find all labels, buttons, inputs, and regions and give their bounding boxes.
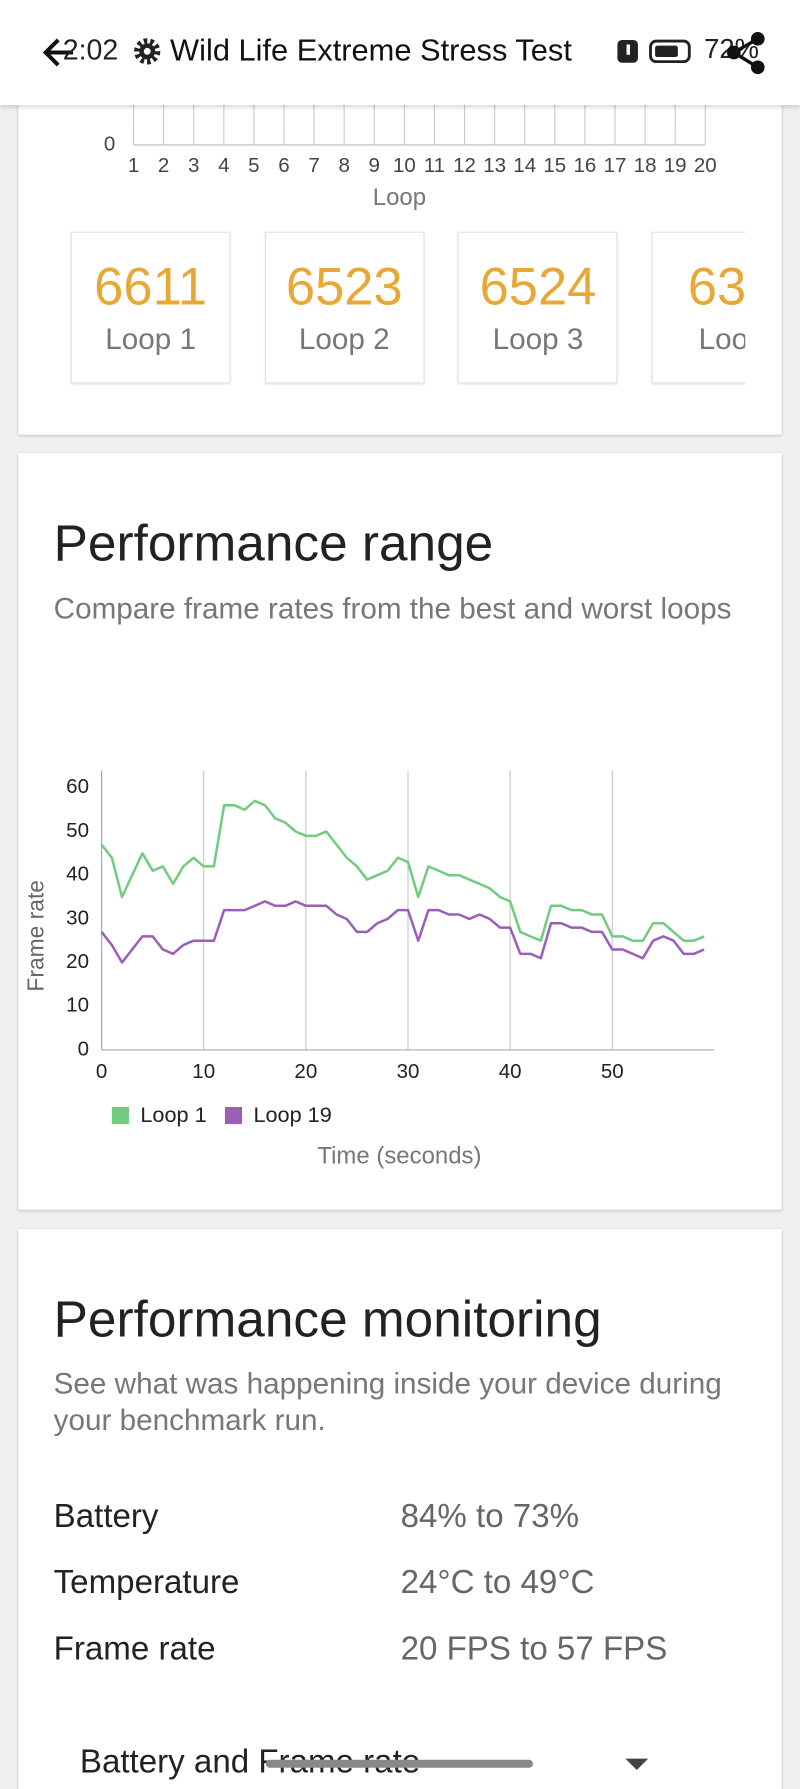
range-card: [18, 453, 782, 1210]
x-tick-label: 10: [393, 154, 416, 177]
x-tick-label: 8: [338, 154, 349, 177]
x-tick-label: 12: [453, 154, 476, 177]
score-value: 6611: [94, 256, 208, 317]
legend-label: Loop 19: [253, 1102, 331, 1127]
x-tick-label: 17: [604, 154, 627, 177]
score-value: 6524: [479, 256, 597, 317]
axis-label: Loop: [373, 184, 426, 211]
share-button[interactable]: [724, 30, 770, 76]
x-tick-label: 11: [424, 154, 445, 177]
x-tick-label: 6: [278, 154, 289, 177]
section-subtitle: Compare frame rates from the best and wo…: [53, 591, 732, 626]
stat-label: Temperature: [53, 1564, 240, 1602]
x-tick-label: 20: [694, 154, 717, 177]
x-tick-label: 50: [601, 1060, 624, 1083]
x-tick-label: 3: [188, 154, 199, 177]
x-tick-label: 18: [634, 154, 657, 177]
y-tick-label: 40: [66, 863, 89, 886]
x-tick-label: 0: [96, 1060, 107, 1083]
loop-axis: 0 Loop 1 2 3 4 5 6 7 8 9 10 11 12 13 14 15 16 17 18 19 20: [104, 104, 717, 211]
stat-value: 20 FPS to 57 FPS: [400, 1630, 668, 1668]
score-label: Loop 2: [298, 321, 390, 357]
series-line: [100, 900, 705, 964]
x-tick-label: 5: [248, 154, 259, 177]
x-tick-label: 1: [128, 154, 139, 177]
x-tick-label: 9: [369, 154, 380, 177]
x-tick-label: 20: [294, 1060, 317, 1083]
score-card: 6611 Loop 1: [70, 231, 231, 384]
x-tick-label: 2: [158, 154, 169, 177]
y-tick-label: 0: [78, 1037, 89, 1060]
legend-swatch: [224, 1106, 243, 1125]
section-title: Performance monitoring: [53, 1289, 602, 1348]
y-tick-label: 0: [104, 132, 115, 155]
stat-label: Frame rate: [53, 1630, 216, 1668]
x-tick-label: 14: [513, 154, 536, 177]
stat-label: Battery: [53, 1498, 159, 1535]
line-chart: Frame rate Time (seconds) 0 10 20 30 40 50 0 10…: [23, 770, 715, 1170]
series-line: [100, 799, 705, 942]
x-tick-label: 40: [499, 1060, 522, 1083]
x-tick-label: 13: [483, 154, 506, 177]
settings-icon: [134, 38, 161, 65]
score-label: Loop 3: [492, 321, 584, 357]
monitoring-card: [18, 1229, 782, 1789]
score-value: 6523: [285, 256, 403, 317]
score-card: 6523 Loop 2: [264, 231, 425, 384]
dropdown-caret[interactable]: [622, 1755, 652, 1773]
x-axis-label: Time (seconds): [317, 1143, 481, 1170]
section-subtitle: See what was happening inside your devic…: [53, 1366, 722, 1437]
app-title: Wild Life Extreme Stress Test: [170, 33, 572, 68]
legend-label: Loop 1: [140, 1102, 206, 1127]
y-tick-label: 10: [66, 994, 89, 1017]
y-axis-label: Frame rate: [23, 880, 49, 992]
x-tick-label: 15: [543, 154, 566, 177]
x-tick-label: 16: [573, 154, 596, 177]
stat-value: 24°C to 49°C: [400, 1564, 595, 1602]
y-tick-label: 50: [66, 819, 89, 842]
status-icons: [617, 39, 691, 64]
legend-swatch: [111, 1106, 129, 1125]
status-time: 2:02: [62, 34, 119, 67]
x-tick-label: 30: [397, 1060, 420, 1083]
x-tick-label: 4: [218, 154, 229, 177]
gesture-bar: [265, 1759, 533, 1768]
x-tick-label: 7: [308, 154, 319, 177]
score-label: Loop: [698, 321, 746, 357]
y-tick-label: 30: [66, 906, 89, 929]
y-tick-label: 60: [66, 775, 89, 798]
section-title: Performance range: [53, 513, 494, 572]
score-card: 6524 Loop 3: [458, 231, 618, 384]
x-tick-label: 19: [664, 154, 687, 177]
score-label: Loop 1: [105, 321, 197, 357]
stat-value: 84% to 73%: [400, 1498, 580, 1535]
back-button[interactable]: [41, 34, 78, 71]
score-card: 638 Loop: [651, 231, 746, 384]
y-tick-label: 20: [66, 950, 89, 973]
score-value: 638: [687, 256, 746, 317]
x-tick-label: 10: [192, 1060, 215, 1083]
